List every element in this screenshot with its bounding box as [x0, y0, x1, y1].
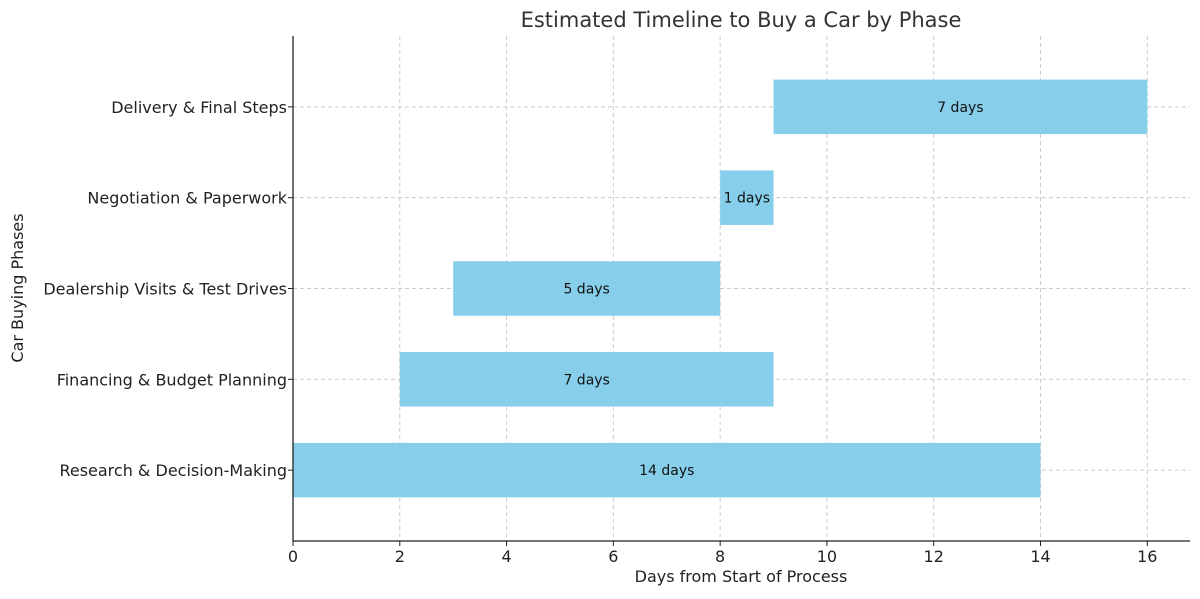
- bar: [293, 442, 1041, 498]
- y-tick-label: Dealership Visits & Test Drives: [43, 280, 287, 299]
- chart-title: Estimated Timeline to Buy a Car by Phase: [521, 8, 962, 32]
- y-axis-label: Car Buying Phases: [8, 213, 27, 362]
- x-tick-label: 12: [924, 547, 944, 566]
- bar: [773, 79, 1148, 135]
- x-tick-label: 16: [1137, 547, 1157, 566]
- bar: [399, 352, 774, 407]
- bar-duration-label: 7 days: [937, 100, 983, 116]
- bar-duration-label: 1 days: [724, 191, 770, 207]
- bar: [453, 261, 721, 316]
- x-tick-label: 0: [288, 547, 298, 566]
- bar: [720, 170, 774, 225]
- bar-duration-label: 5 days: [563, 282, 609, 298]
- bar-duration-label: 7 days: [563, 372, 609, 388]
- bar-duration-label: 14 days: [639, 463, 694, 479]
- y-tick-label: Research & Decision-Making: [59, 461, 287, 480]
- axis-layer: 0 2 4 6 8 10 12 14 16 Research & Decision-Making F…: [43, 36, 1190, 566]
- x-axis-label: Days from Start of Process: [635, 567, 848, 586]
- y-tick-label: Negotiation & Paperwork: [87, 189, 287, 208]
- x-tick-label: 2: [395, 547, 405, 566]
- x-tick-label: 8: [715, 547, 725, 566]
- x-tick-label: 4: [501, 547, 511, 566]
- y-tick-label: Delivery & Final Steps: [111, 98, 287, 117]
- y-tick-label: Financing & Budget Planning: [57, 370, 287, 389]
- x-tick-label: 10: [817, 547, 837, 566]
- bar-layer: 14 days 7 days 5 days 1 days 7 days: [293, 79, 1148, 498]
- x-tick-label: 14: [1030, 547, 1050, 566]
- x-tick-label: 6: [608, 547, 618, 566]
